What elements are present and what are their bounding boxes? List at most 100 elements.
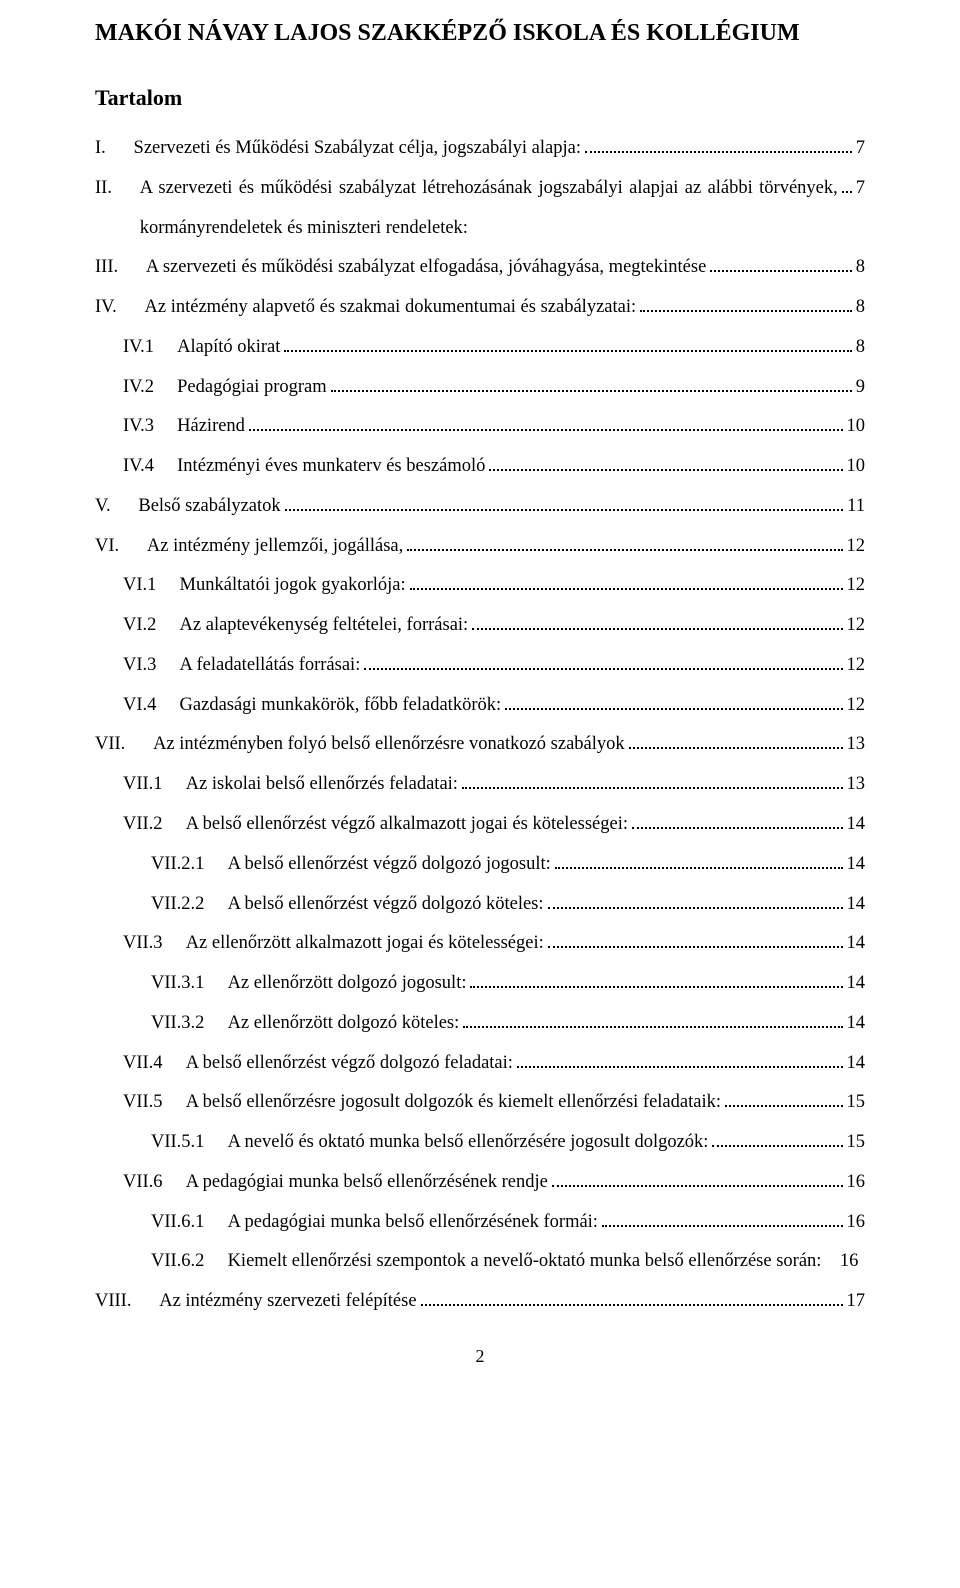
toc-entry-number: VI.3 bbox=[123, 646, 180, 686]
toc-entry-title: A pedagógiai munka belső ellenőrzésének … bbox=[228, 1203, 598, 1243]
page-number: 2 bbox=[95, 1346, 865, 1367]
toc-leader-dots bbox=[629, 733, 843, 750]
toc-entry-title: A nevelő és oktató munka belső ellenőrzé… bbox=[228, 1123, 709, 1163]
toc-entry-title: Az alaptevékenység feltételei, forrásai: bbox=[180, 606, 469, 646]
toc-entry: VII.6.1 A pedagógiai munka belső ellenőr… bbox=[95, 1203, 865, 1243]
toc-entry: VII.5 A belső ellenőrzésre jogosult dolg… bbox=[95, 1083, 865, 1123]
toc-entry-page: 16 bbox=[847, 1163, 866, 1203]
toc-entry: IV. Az intézmény alapvető és szakmai dok… bbox=[95, 288, 865, 328]
toc-entry-title: A pedagógiai munka belső ellenőrzésének … bbox=[186, 1163, 548, 1203]
toc-entry-title: A belső ellenőrzést végző dolgozó kötele… bbox=[228, 885, 544, 925]
toc-entry-title: Az intézmény alapvető és szakmai dokumen… bbox=[145, 288, 637, 328]
toc-leader-dots bbox=[632, 812, 843, 829]
toc-entry-page: 17 bbox=[847, 1282, 866, 1322]
toc-entry: VII.1 Az iskolai belső ellenőrzés felada… bbox=[95, 765, 865, 805]
page-header: MAKÓI NÁVAY LAJOS SZAKKÉPZŐ ISKOLA ÉS KO… bbox=[95, 20, 865, 47]
toc-entry-number: I. bbox=[95, 129, 134, 169]
toc-entry-page: 12 bbox=[847, 527, 866, 567]
toc-entry: IV.1 Alapító okirat 8 bbox=[95, 328, 865, 368]
toc-leader-dots bbox=[407, 534, 842, 551]
toc-entry: VII.2.2 A belső ellenőrzést végző dolgoz… bbox=[95, 885, 865, 925]
toc-entry-number: III. bbox=[95, 248, 146, 288]
toc-entry-title: Az intézmény jellemzői, jogállása, bbox=[147, 527, 403, 567]
toc-entry-page: 14 bbox=[847, 1044, 866, 1084]
toc-entry-number: VII.5 bbox=[123, 1083, 186, 1123]
toc-entry-title: Az intézményben folyó belső ellenőrzésre… bbox=[153, 725, 625, 765]
toc-entry: II. A szervezeti és működési szabályzat … bbox=[95, 169, 865, 249]
toc-entry: VII.3 Az ellenőrzött alkalmazott jogai é… bbox=[95, 924, 865, 964]
toc-leader-dots bbox=[602, 1210, 843, 1227]
toc-entry-number: IV.2 bbox=[123, 368, 177, 408]
toc-entry-page: 7 bbox=[856, 129, 865, 169]
toc-entry-number: VII.1 bbox=[123, 765, 186, 805]
toc-entry-page: 9 bbox=[856, 368, 865, 408]
toc-entry-page: 10 bbox=[847, 407, 866, 447]
toc-entry-page: 15 bbox=[847, 1083, 866, 1123]
toc-leader-dots bbox=[548, 892, 843, 909]
toc-entry: VI.3 A feladatellátás forrásai: 12 bbox=[95, 646, 865, 686]
toc-leader-dots bbox=[585, 136, 852, 153]
toc-entry-number: VII.6.1 bbox=[151, 1203, 228, 1243]
toc-entry-number: VII.4 bbox=[123, 1044, 186, 1084]
toc-entry: VI.2 Az alaptevékenység feltételei, forr… bbox=[95, 606, 865, 646]
toc-entry: IV.3 Házirend 10 bbox=[95, 407, 865, 447]
toc-entry-title: Az ellenőrzött dolgozó köteles: bbox=[228, 1004, 460, 1044]
toc-leader-dots bbox=[249, 415, 843, 432]
toc-entry: VII.2 A belső ellenőrzést végző alkalmaz… bbox=[95, 805, 865, 845]
toc-entry: VII.6 A pedagógiai munka belső ellenőrzé… bbox=[95, 1163, 865, 1203]
toc-entry-title: A belső ellenőrzést végző alkalmazott jo… bbox=[186, 805, 628, 845]
toc-entry-page: 15 bbox=[847, 1123, 866, 1163]
toc-entry-number: VI.1 bbox=[123, 566, 180, 606]
toc-leader-dots bbox=[712, 1130, 842, 1147]
toc-entry-title: A belső ellenőrzésre jogosult dolgozók é… bbox=[186, 1083, 721, 1123]
toc-entry-page: 7 bbox=[856, 169, 865, 209]
toc-entry-number: IV. bbox=[95, 288, 145, 328]
toc-entry-page: 13 bbox=[847, 725, 866, 765]
toc-entry: VII.6.2 Kiemelt ellenőrzési szempontok a… bbox=[95, 1242, 865, 1282]
toc-entry-page: 14 bbox=[847, 845, 866, 885]
toc-entry: VI.1 Munkáltatói jogok gyakorlója: 12 bbox=[95, 566, 865, 606]
toc-entry-title: Intézményi éves munkaterv és beszámoló bbox=[177, 447, 485, 487]
toc-leader-dots bbox=[462, 772, 843, 789]
toc-list: I. Szervezeti és Működési Szabályzat cél… bbox=[95, 129, 865, 1322]
toc-entry-page: 14 bbox=[847, 924, 866, 964]
toc-entry-number: IV.1 bbox=[123, 328, 177, 368]
toc-leader-dots bbox=[505, 693, 842, 710]
toc-entry-number: VIII. bbox=[95, 1282, 159, 1322]
toc-entry-page: 12 bbox=[847, 606, 866, 646]
toc-entry-title: Házirend bbox=[177, 407, 245, 447]
toc-entry-number: VII.5.1 bbox=[151, 1123, 228, 1163]
toc-entry-page: 8 bbox=[856, 248, 865, 288]
toc-entry: VII.5.1 A nevelő és oktató munka belső e… bbox=[95, 1123, 865, 1163]
toc-entry-title: Gazdasági munkakörök, főbb feladatkörök: bbox=[180, 686, 502, 726]
toc-leader-dots bbox=[710, 256, 851, 273]
toc-entry: VII.3.1 Az ellenőrzött dolgozó jogosult:… bbox=[95, 964, 865, 1004]
toc-entry-page: 12 bbox=[847, 686, 866, 726]
toc-leader-dots bbox=[517, 1051, 843, 1068]
toc-entry-number: VII.3.2 bbox=[151, 1004, 228, 1044]
toc-entry-number: VII.3.1 bbox=[151, 964, 228, 1004]
toc-entry-title: Az iskolai belső ellenőrzés feladatai: bbox=[186, 765, 458, 805]
toc-entry-page: 10 bbox=[847, 447, 866, 487]
toc-entry-title: Pedagógiai program bbox=[177, 368, 327, 408]
toc-entry-title: Munkáltatói jogok gyakorlója: bbox=[180, 566, 406, 606]
toc-leader-dots bbox=[285, 494, 844, 511]
toc-entry-number: VII.6.2 bbox=[151, 1242, 228, 1282]
toc-entry-number: VI. bbox=[95, 527, 147, 567]
toc-entry-page: 8 bbox=[856, 328, 865, 368]
toc-entry-number: VII.2.1 bbox=[151, 845, 228, 885]
toc-entry-number: VII. bbox=[95, 725, 153, 765]
toc-title: Tartalom bbox=[95, 85, 865, 111]
toc-entry-page: 16 bbox=[847, 1203, 866, 1243]
toc-leader-dots bbox=[284, 335, 851, 352]
toc-entry-number: VII.3 bbox=[123, 924, 186, 964]
toc-entry-number: VII.2 bbox=[123, 805, 186, 845]
toc-entry-page: 13 bbox=[847, 765, 866, 805]
toc-entry-title: A szervezeti és működési szabályzat létr… bbox=[140, 169, 838, 249]
toc-leader-dots bbox=[331, 375, 852, 392]
toc-entry-title: Szervezeti és Működési Szabályzat célja,… bbox=[134, 129, 581, 169]
toc-entry-title: A szervezeti és működési szabályzat elfo… bbox=[146, 248, 706, 288]
toc-entry-title: Alapító okirat bbox=[177, 328, 280, 368]
toc-leader-dots bbox=[552, 1170, 843, 1187]
toc-entry-title: Az ellenőrzött alkalmazott jogai és köte… bbox=[186, 924, 544, 964]
